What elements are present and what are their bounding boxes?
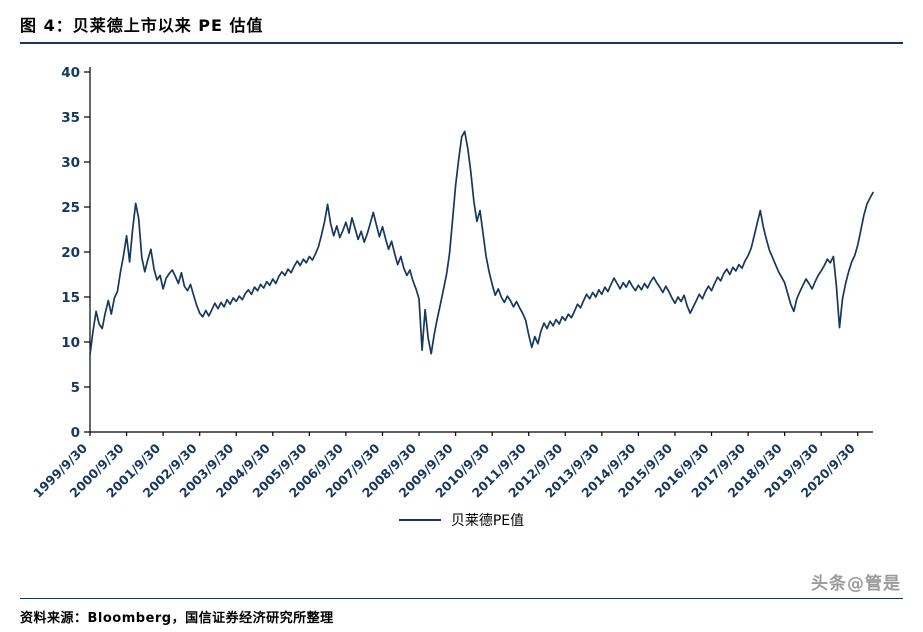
source-footer: 资料来源：Bloomberg，国信证券经济研究所整理 [20, 598, 903, 626]
y-tick-label: 5 [71, 380, 80, 396]
chart-legend: 贝莱德PE值 [0, 510, 923, 530]
y-tick-label: 15 [61, 290, 80, 306]
y-tick-label: 35 [61, 110, 80, 126]
figure-title: 图 4：贝莱德上市以来 PE 估值 [20, 16, 264, 35]
pe-line-series [89, 130, 874, 356]
legend-line-swatch [398, 519, 441, 521]
watermark: 头条@管是 [811, 574, 901, 594]
legend-label: 贝莱德PE值 [450, 513, 525, 529]
source-text: 资料来源：Bloomberg，国信证券经济研究所整理 [20, 611, 334, 626]
y-tick-label: 20 [61, 245, 80, 261]
y-tick-label: 0 [71, 425, 80, 441]
y-tick-label: 40 [61, 65, 80, 81]
y-tick-label: 30 [61, 155, 80, 171]
figure-header: 图 4：贝莱德上市以来 PE 估值 [20, 0, 903, 44]
y-tick-label: 10 [61, 335, 80, 351]
pe-chart: 05101520253035401999/9/302000/9/302001/9… [30, 65, 874, 501]
chart-area: 0 5 10 15 20 25 30 35 40 1999/9/30 2000/9/30 2001/9… [0, 44, 923, 532]
y-tick-label: 25 [61, 200, 80, 216]
